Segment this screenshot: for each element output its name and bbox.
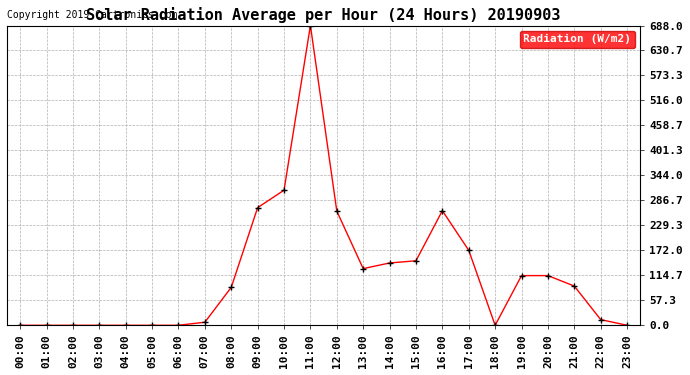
- Text: Copyright 2019 Cartronics.com: Copyright 2019 Cartronics.com: [7, 9, 177, 20]
- Legend: Radiation (W/m2): Radiation (W/m2): [520, 31, 635, 48]
- Title: Solar Radiation Average per Hour (24 Hours) 20190903: Solar Radiation Average per Hour (24 Hou…: [86, 7, 561, 23]
